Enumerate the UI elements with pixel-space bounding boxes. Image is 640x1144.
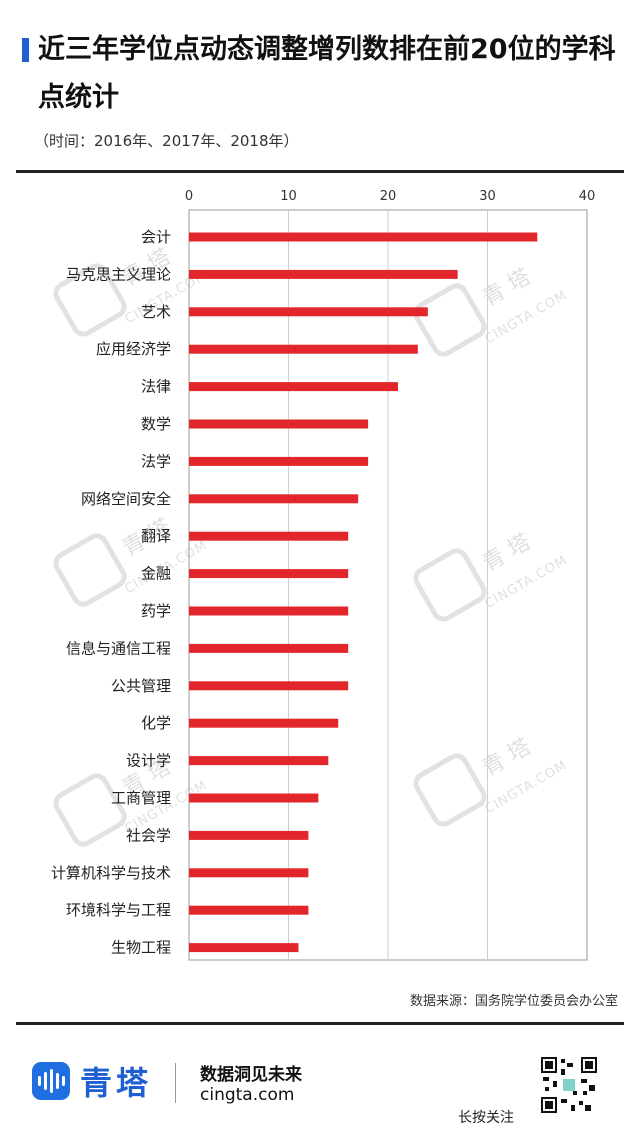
category-label: 环境科学与工程	[66, 901, 171, 919]
bar	[189, 531, 349, 541]
footer-divider	[175, 1063, 176, 1103]
category-label: 化学	[141, 714, 171, 732]
bar	[189, 494, 359, 504]
category-label: 金融	[141, 565, 171, 583]
category-label: 生物工程	[111, 939, 171, 957]
category-label: 翻译	[141, 527, 171, 545]
x-tick-label: 0	[185, 189, 193, 204]
brand-name: 青塔	[80, 1064, 153, 1102]
brand-logo-icon	[32, 1062, 70, 1100]
x-tick-label: 40	[579, 189, 596, 204]
bottom-divider	[16, 1022, 624, 1025]
category-label: 马克思主义理论	[66, 265, 171, 283]
category-label: 信息与通信工程	[66, 639, 171, 657]
category-label: 艺术	[141, 303, 171, 321]
category-label: 药学	[141, 602, 171, 620]
bar	[189, 232, 538, 242]
category-label: 会计	[141, 228, 171, 246]
bar	[189, 643, 349, 653]
bar	[189, 718, 339, 728]
bar	[189, 681, 349, 691]
bar	[189, 868, 309, 878]
brand-slogan: 数据洞见未来	[200, 1065, 302, 1085]
qr-code-icon[interactable]	[541, 1057, 597, 1113]
category-label: 公共管理	[111, 677, 171, 695]
x-tick-label: 20	[380, 189, 397, 204]
category-label: 数学	[141, 415, 171, 433]
category-label: 应用经济学	[96, 340, 171, 358]
data-source-note: 数据来源：国务院学位委员会办公室	[409, 994, 618, 1009]
bar	[189, 830, 309, 840]
title-accent-bar	[22, 38, 29, 62]
category-label: 网络空间安全	[81, 490, 171, 508]
bar	[189, 943, 299, 953]
bar	[189, 905, 309, 915]
bar	[189, 307, 428, 317]
category-label: 设计学	[126, 752, 171, 770]
follow-prompt: 长按关注	[458, 1110, 514, 1126]
x-tick-label: 10	[280, 189, 297, 204]
top-divider	[16, 170, 624, 173]
bar	[189, 756, 329, 766]
bar-chart: 0 10 20 30 40 会计马克思主义理论艺术应用经济学法律数学法学网络空间安全翻译金…	[51, 189, 596, 961]
bar	[189, 382, 398, 392]
bar	[189, 419, 369, 429]
bar	[189, 793, 319, 803]
page-subtitle: （时间：2016年、2017年、2018年）	[34, 132, 299, 150]
bar	[189, 456, 369, 466]
x-tick-label: 30	[479, 189, 496, 204]
category-label: 法律	[141, 378, 171, 396]
page-title: 近三年学位点动态调整增列数排在前20位的学科点统计	[38, 34, 616, 113]
bar	[189, 606, 349, 616]
category-label: 社会学	[126, 826, 171, 844]
category-label: 计算机科学与技术	[51, 864, 171, 882]
bar	[189, 269, 458, 279]
bar	[189, 344, 418, 354]
category-label: 法学	[141, 452, 171, 470]
category-label: 工商管理	[111, 789, 171, 807]
brand-website[interactable]: cingta.com	[200, 1085, 295, 1105]
bar	[189, 569, 349, 579]
